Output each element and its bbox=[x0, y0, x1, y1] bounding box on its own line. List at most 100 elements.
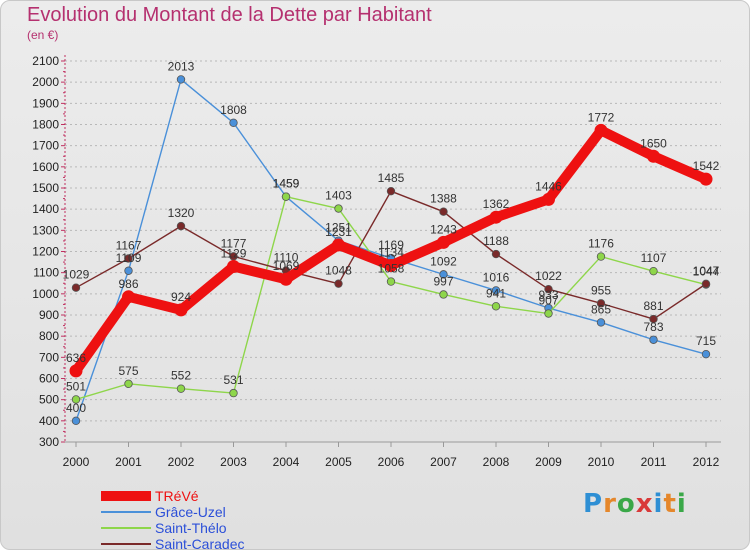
data-point bbox=[491, 249, 501, 259]
legend-item: Grâce-Uzel bbox=[101, 504, 245, 520]
data-point bbox=[71, 283, 81, 292]
y-tick-label: 900 bbox=[39, 308, 59, 322]
x-tick-label: 2012 bbox=[693, 455, 720, 469]
legend-label: Grâce-Uzel bbox=[155, 504, 226, 520]
x-tick-label: 2005 bbox=[325, 455, 352, 469]
data-point bbox=[491, 302, 501, 311]
data-label: 1029 bbox=[63, 268, 90, 282]
data-point bbox=[229, 388, 238, 398]
y-tick-label: 400 bbox=[39, 414, 59, 428]
proxiti-logo: Proxiti bbox=[583, 489, 687, 519]
x-tick-label: 2009 bbox=[535, 455, 562, 469]
y-tick-label: 1700 bbox=[32, 139, 59, 153]
data-label: 907 bbox=[538, 294, 558, 308]
legend-swatch bbox=[101, 511, 151, 513]
legend-item: Saint-Thélo bbox=[101, 520, 245, 536]
y-tick-label: 1600 bbox=[32, 160, 59, 174]
chart-title: Evolution du Montant de la Dette par Hab… bbox=[27, 4, 432, 26]
data-point bbox=[176, 221, 186, 231]
data-label: 1388 bbox=[430, 192, 457, 206]
data-label: 1459 bbox=[273, 177, 300, 191]
data-label: 881 bbox=[643, 299, 663, 313]
data-point bbox=[332, 238, 345, 252]
data-label: 1772 bbox=[588, 110, 615, 124]
legend-label: TRéVé bbox=[155, 488, 199, 504]
y-tick-label: 1300 bbox=[32, 223, 59, 237]
x-tick-label: 2007 bbox=[430, 455, 457, 469]
data-label: 552 bbox=[171, 369, 191, 383]
y-tick-label: 1500 bbox=[32, 181, 59, 195]
y-tick-label: 1000 bbox=[32, 287, 59, 301]
data-label: 865 bbox=[591, 302, 611, 316]
data-point bbox=[699, 172, 713, 186]
data-label: 1403 bbox=[325, 189, 352, 203]
data-point bbox=[649, 266, 658, 276]
data-label: 400 bbox=[66, 401, 86, 415]
data-point bbox=[596, 252, 606, 261]
data-label: 575 bbox=[118, 364, 138, 378]
data-label: 501 bbox=[66, 379, 86, 393]
data-point bbox=[649, 314, 658, 324]
data-point bbox=[386, 186, 396, 196]
data-label: 1167 bbox=[116, 238, 142, 252]
data-label: 1446 bbox=[535, 179, 562, 193]
data-point bbox=[71, 395, 81, 404]
data-point bbox=[489, 210, 503, 224]
data-label: 1092 bbox=[430, 254, 457, 268]
x-tick-label: 2010 bbox=[588, 455, 615, 469]
logo-letter: i bbox=[653, 489, 664, 519]
data-point bbox=[386, 277, 396, 286]
data-label: 924 bbox=[171, 290, 191, 304]
y-tick-label: 300 bbox=[39, 435, 59, 449]
data-label: 1047 bbox=[693, 264, 720, 278]
data-label: 1459 bbox=[273, 177, 300, 191]
axes bbox=[61, 55, 721, 447]
y-tick-label: 800 bbox=[39, 329, 59, 343]
data-point bbox=[71, 416, 81, 426]
logo-letter: P bbox=[583, 489, 604, 519]
y-tick-label: 1900 bbox=[32, 96, 59, 110]
series-treve bbox=[69, 123, 713, 378]
y-tick-label: 1100 bbox=[33, 266, 59, 280]
data-label: 1243 bbox=[430, 222, 457, 236]
data-label: 1169 bbox=[378, 238, 404, 252]
logo-letter: i bbox=[676, 489, 687, 519]
data-label: 1069 bbox=[273, 259, 300, 273]
data-label: 2013 bbox=[168, 59, 195, 73]
data-label: 941 bbox=[486, 286, 506, 300]
y-tick-label: 1800 bbox=[32, 118, 59, 132]
data-point bbox=[174, 303, 188, 317]
logo-letter: o bbox=[616, 489, 636, 519]
y-tick-label: 2100 bbox=[32, 54, 59, 68]
data-point bbox=[124, 254, 133, 263]
data-label: 1177 bbox=[221, 236, 247, 250]
data-label: 783 bbox=[643, 320, 663, 334]
data-point bbox=[437, 235, 450, 249]
data-point bbox=[701, 349, 711, 359]
y-tick-labels: 300 400 500 600 700 800 900 1000 1100 1200 1300 140… bbox=[32, 54, 59, 449]
y-tick-label: 1200 bbox=[32, 245, 59, 259]
data-label: 1808 bbox=[220, 103, 247, 117]
legend-swatch bbox=[101, 527, 151, 529]
legend-swatch bbox=[101, 491, 151, 501]
legend-swatch bbox=[101, 543, 151, 545]
data-label: 1109 bbox=[116, 251, 142, 265]
data-point bbox=[439, 290, 448, 299]
x-tick-label: 2006 bbox=[378, 455, 405, 469]
data-point bbox=[281, 192, 291, 201]
data-point bbox=[594, 123, 608, 137]
data-point bbox=[701, 279, 711, 289]
grid-lines bbox=[65, 60, 721, 443]
x-tick-labels: 2000 2001 2002 2003 2004 2005 2006 2007 2008 2009… bbox=[63, 455, 720, 469]
data-point bbox=[176, 75, 186, 84]
data-label: 1362 bbox=[483, 197, 510, 211]
data-label: 1542 bbox=[693, 159, 720, 173]
logo-letter: t bbox=[663, 489, 677, 519]
data-point bbox=[647, 149, 660, 163]
x-tick-label: 2000 bbox=[63, 455, 90, 469]
data-point bbox=[227, 260, 240, 274]
data-label: 1134 bbox=[378, 245, 404, 259]
logo-letter: r bbox=[603, 489, 617, 519]
legend-item: Saint-Caradec bbox=[101, 536, 245, 549]
data-point bbox=[279, 272, 293, 286]
